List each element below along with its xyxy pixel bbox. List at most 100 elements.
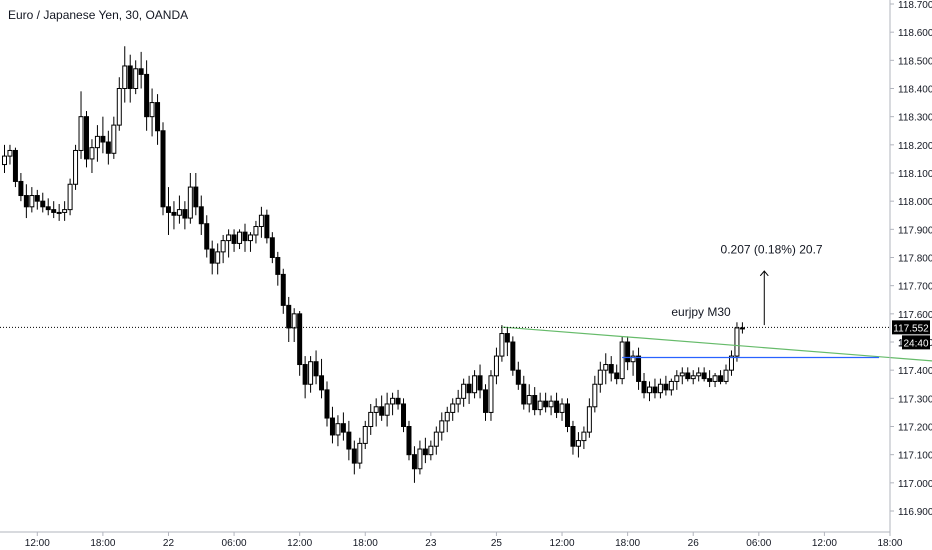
candle (718, 370, 724, 385)
candle-body (105, 141, 111, 154)
x-tick-label: 18:00 (615, 538, 640, 549)
candle-body (488, 375, 494, 413)
candle-body (379, 406, 385, 416)
candle-body (690, 375, 696, 380)
candle (247, 232, 253, 252)
candle-body (23, 195, 29, 208)
candle (220, 234, 226, 264)
y-tick-label: 117.300 (898, 394, 932, 405)
candle-body (641, 380, 647, 394)
candle-body (619, 341, 625, 380)
candle-body (209, 248, 215, 264)
candle (712, 372, 718, 388)
candle (357, 437, 363, 469)
y-tick-label: 118.700 (898, 0, 932, 11)
candle-body (433, 431, 439, 447)
candle (734, 322, 740, 362)
x-tick-label: 06:00 (746, 538, 771, 549)
candle (488, 370, 494, 421)
y-tick-label: 118.200 (898, 141, 932, 152)
candle-body (286, 304, 292, 329)
candle-body (636, 355, 642, 382)
candle (62, 201, 68, 221)
candle-body (390, 397, 396, 405)
candle-body (280, 273, 286, 306)
candle (554, 392, 560, 419)
candle (29, 187, 35, 213)
y-tick-label: 116.900 (898, 507, 932, 518)
candle-body (603, 364, 609, 371)
candle-body (543, 400, 549, 408)
candle (149, 88, 155, 137)
x-tick-label: 06:00 (222, 538, 247, 549)
candle-body (40, 200, 46, 208)
x-tick-label: 12:00 (550, 538, 575, 549)
candle (390, 392, 396, 416)
candle (537, 392, 543, 416)
candle-body (291, 313, 297, 329)
candle-body (127, 65, 133, 89)
candle-body (428, 445, 434, 456)
candle-body (696, 372, 702, 377)
candle (264, 209, 270, 244)
candle (127, 54, 133, 103)
candle (630, 350, 636, 376)
candle-body (701, 372, 707, 380)
candle (739, 322, 745, 334)
candle-body (56, 211, 62, 214)
candle-body (401, 403, 407, 428)
candle (209, 240, 215, 275)
candle-body (275, 257, 281, 275)
candle-body (193, 186, 199, 208)
candle-body (581, 431, 587, 442)
candle-body (89, 147, 95, 160)
candle-body (548, 400, 554, 408)
candle (340, 412, 346, 441)
candle-body (663, 383, 669, 391)
candle-body (329, 417, 335, 436)
candle (619, 336, 625, 385)
candle (707, 370, 713, 388)
candle (105, 130, 111, 165)
x-tick-label: 26 (688, 538, 700, 549)
candle-body (461, 383, 467, 399)
candle-body (685, 372, 691, 380)
candle-body (439, 420, 445, 433)
candle-body (34, 195, 40, 202)
candle (231, 229, 237, 252)
candle-body (242, 231, 248, 242)
annotation-label: eurjpy M30 (671, 305, 731, 319)
candle (111, 116, 117, 159)
candle-body (351, 448, 357, 464)
candle (302, 356, 308, 399)
candle-body (625, 341, 631, 363)
candle-body (668, 380, 674, 391)
candle-body (450, 403, 456, 413)
candle (198, 195, 204, 235)
candle (504, 327, 510, 357)
candle (138, 51, 144, 89)
measure-arrow-head (759, 270, 769, 277)
candle (51, 201, 57, 219)
x-tick-label: 25 (491, 538, 503, 549)
candle-body (231, 234, 237, 244)
candle-body (247, 234, 253, 242)
candle-body (73, 149, 79, 185)
candle-body (477, 375, 483, 391)
candle (696, 367, 702, 382)
candle-body (532, 395, 538, 411)
candle-body (493, 355, 499, 377)
candle-body (521, 383, 527, 405)
candle (625, 336, 631, 371)
candle (657, 378, 663, 399)
candle-body (237, 231, 243, 244)
candle-body (116, 88, 122, 126)
candle (171, 201, 177, 230)
candle-body (302, 364, 308, 385)
y-tick-label: 117.900 (898, 225, 932, 236)
candle (89, 139, 95, 173)
candle-body (62, 209, 68, 213)
candle (395, 389, 401, 410)
candle-body (466, 383, 472, 394)
